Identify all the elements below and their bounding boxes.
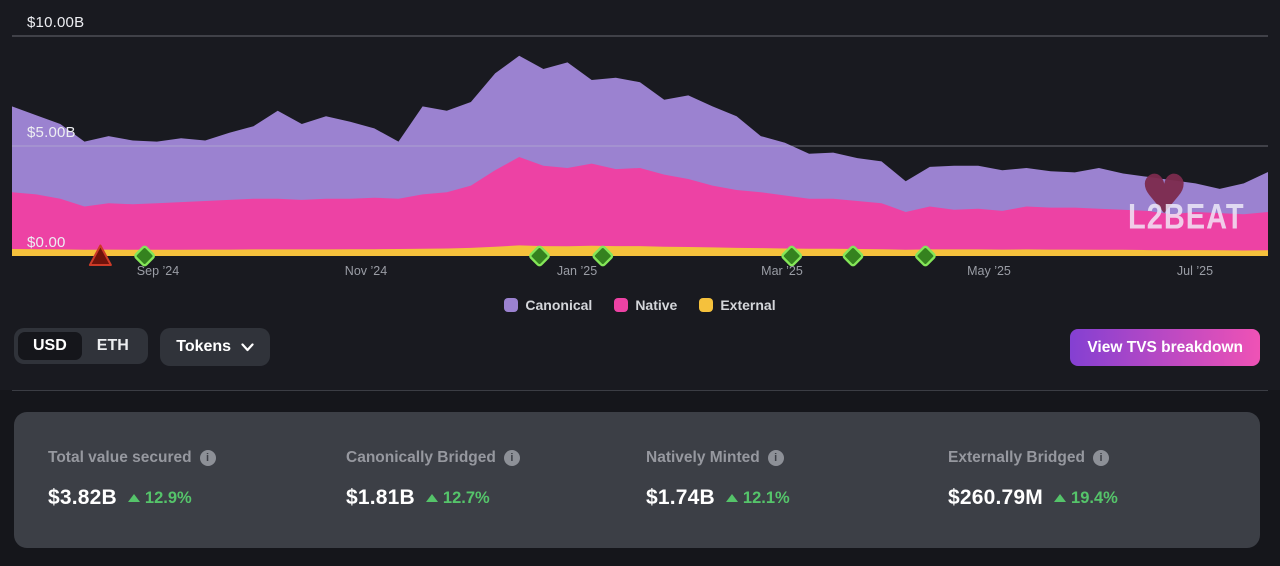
section-divider xyxy=(12,390,1268,391)
stat-change: 12.1% xyxy=(742,488,790,507)
x-axis-label: Jul ’25 xyxy=(1176,264,1214,278)
x-axis-label: May ’25 xyxy=(967,264,1011,278)
y-axis-label: $5.00B xyxy=(27,124,76,141)
milestone-diamond-marker[interactable] xyxy=(781,245,803,267)
legend-item-external[interactable]: External xyxy=(699,297,776,313)
currency-toggle: USD ETH xyxy=(14,328,148,364)
legend-label-canonical: Canonical xyxy=(525,297,593,313)
stat-label: Canonically Bridged xyxy=(346,449,496,466)
stat-change: 19.4% xyxy=(1071,488,1118,507)
x-axis-label: Mar ’25 xyxy=(761,264,803,278)
stat-label: Externally Bridged xyxy=(948,449,1085,466)
stat-natively-minted: Natively Minted i $1.74B 12.1% xyxy=(646,448,790,510)
canonical-swatch-icon xyxy=(504,298,519,312)
milestone-diamond-marker[interactable] xyxy=(529,245,550,267)
stat-change: 12.7% xyxy=(442,488,490,507)
tokens-dropdown-label: Tokens xyxy=(176,338,232,355)
milestone-diamond-marker[interactable] xyxy=(592,245,614,267)
stat-canonically-bridged: Canonically Bridged i $1.81B 12.7% xyxy=(346,448,520,510)
up-arrow-icon xyxy=(127,494,140,502)
milestone-diamond-marker[interactable] xyxy=(915,245,936,267)
milestone-diamond-marker[interactable] xyxy=(134,245,155,267)
stat-label: Natively Minted xyxy=(646,449,760,466)
external-swatch-icon xyxy=(699,298,714,312)
tvs-chart-section: ♥ L2BEAT $10.00B $5.00B $0.00 Sep ’24 Nov ’… xyxy=(0,0,1280,368)
x-axis-label: Nov ’24 xyxy=(344,264,388,278)
stat-externally-bridged: Externally Bridged i $260.79M 19.4% xyxy=(948,448,1118,510)
milestone-diamond-marker[interactable] xyxy=(842,245,864,267)
x-axis: Sep ’24 Nov ’24 Jan ’25 Mar ’25 May ’25 Jul ’… xyxy=(12,264,1268,282)
y-axis-label: $0.00 xyxy=(27,234,66,251)
currency-usd-button[interactable]: USD xyxy=(18,332,82,360)
chart-legend: Canonical Native External xyxy=(0,297,1280,313)
stat-total-value-secured: Total value secured i $3.82B 12.9% xyxy=(48,448,216,510)
stat-label: Total value secured xyxy=(48,449,192,466)
stat-value: $1.74B xyxy=(646,486,715,509)
tvs-chart-svg[interactable] xyxy=(12,0,1268,268)
view-tvs-breakdown-button[interactable]: View TVS breakdown xyxy=(1070,329,1260,366)
currency-eth-button[interactable]: ETH xyxy=(82,332,144,360)
stat-change: 12.9% xyxy=(144,488,192,507)
up-arrow-icon xyxy=(1054,494,1067,502)
tvs-chart[interactable]: ♥ L2BEAT $10.00B $5.00B $0.00 xyxy=(12,0,1268,268)
x-axis-label: Jan ’25 xyxy=(556,264,598,278)
native-swatch-icon xyxy=(614,298,629,312)
legend-item-native[interactable]: Native xyxy=(614,297,677,313)
x-axis-label: Sep ’24 xyxy=(136,264,180,278)
legend-item-canonical[interactable]: Canonical xyxy=(504,297,592,313)
info-icon[interactable]: i xyxy=(767,450,784,466)
legend-label-external: External xyxy=(720,297,776,313)
y-axis-label: $10.00B xyxy=(27,14,85,31)
info-icon[interactable]: i xyxy=(199,450,216,466)
stat-value: $260.79M xyxy=(948,486,1044,509)
tokens-dropdown-button[interactable]: Tokens xyxy=(160,328,271,366)
area-native xyxy=(12,157,1268,256)
area-external xyxy=(12,245,1268,256)
chart-controls: USD ETH Tokens View TVS breakdown xyxy=(14,328,1260,368)
info-icon[interactable]: i xyxy=(503,450,520,466)
stat-value: $1.81B xyxy=(346,486,415,509)
up-arrow-icon xyxy=(725,494,738,502)
incident-triangle-marker[interactable] xyxy=(88,244,112,266)
up-arrow-icon xyxy=(425,494,438,502)
stat-value: $3.82B xyxy=(48,486,117,509)
info-icon[interactable]: i xyxy=(1092,450,1109,466)
chevron-down-icon xyxy=(241,342,254,351)
legend-label-native: Native xyxy=(635,297,678,313)
tvs-stats-card: Total value secured i $3.82B 12.9% Canon… xyxy=(14,412,1260,548)
